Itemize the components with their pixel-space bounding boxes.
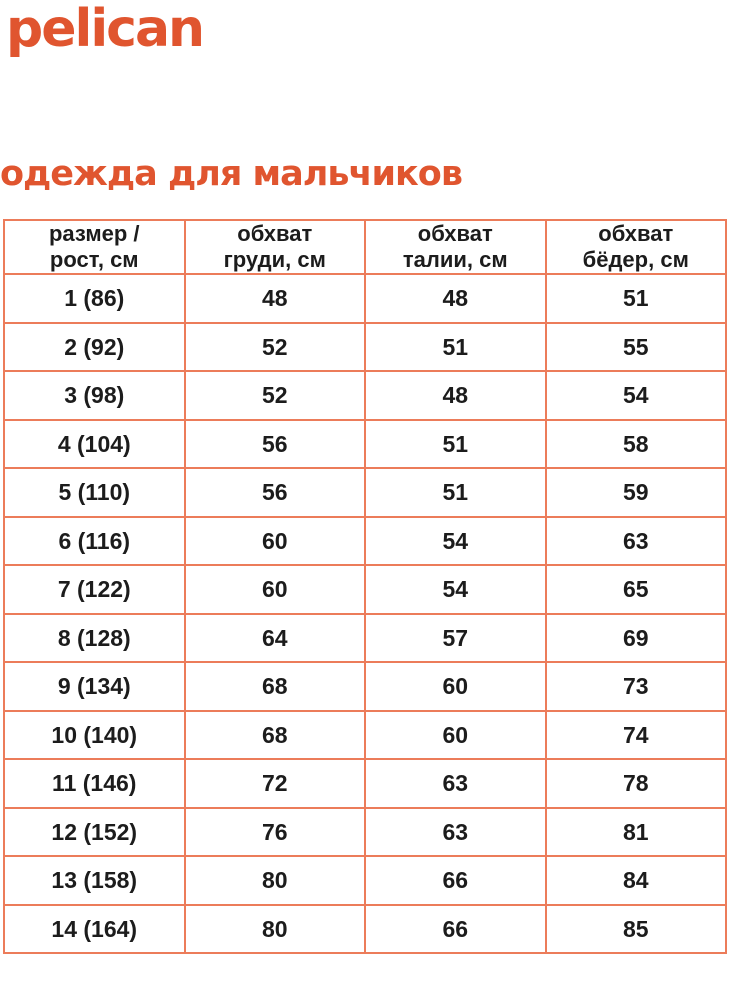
table-head: размер / рост, см обхват груди, см обхват тал… — [3, 218, 727, 276]
cell-chest: 80 — [183, 855, 366, 906]
column-header-size-height: размер / рост, см — [3, 218, 186, 276]
cell-chest: 80 — [183, 903, 366, 955]
table-row: 13 (158) 80 66 84 — [3, 855, 727, 906]
column-header-chest: обхват груди, см — [183, 218, 366, 276]
table-row: 14 (164) 80 66 85 — [3, 903, 727, 955]
cell-chest: 56 — [183, 418, 366, 470]
cell-hips: 85 — [544, 903, 727, 955]
cell-chest: 60 — [183, 515, 366, 567]
cell-waist: 60 — [364, 709, 547, 761]
cell-size: 1 (86) — [3, 273, 186, 324]
cell-waist: 51 — [364, 467, 547, 518]
cell-chest: 52 — [183, 370, 366, 421]
cell-size: 9 (134) — [3, 661, 186, 712]
header-line2: бёдер, см — [582, 246, 689, 272]
cell-chest: 68 — [183, 709, 366, 761]
cell-size: 11 (146) — [3, 758, 186, 809]
cell-hips: 54 — [544, 370, 727, 421]
page-title: одежда для мальчиков — [0, 153, 463, 194]
cell-size: 10 (140) — [3, 709, 186, 761]
cell-size: 7 (122) — [3, 564, 186, 615]
cell-hips: 58 — [544, 418, 727, 470]
cell-hips: 69 — [544, 612, 727, 664]
header-row: размер / рост, см обхват груди, см обхват тал… — [3, 218, 727, 276]
cell-hips: 73 — [544, 661, 727, 712]
table-row: 10 (140) 68 60 74 — [3, 709, 727, 761]
cell-waist: 48 — [364, 273, 547, 324]
cell-waist: 51 — [364, 321, 547, 373]
cell-chest: 52 — [183, 321, 366, 373]
cell-hips: 65 — [544, 564, 727, 615]
column-header-hips: обхват бёдер, см — [544, 218, 727, 276]
cell-hips: 51 — [544, 273, 727, 324]
header-line1: размер / — [48, 220, 140, 246]
cell-chest: 48 — [183, 273, 366, 324]
header-line1: обхват — [237, 220, 313, 246]
cell-waist: 54 — [364, 564, 547, 615]
table-body: 1 (86) 48 48 51 2 (92) 52 51 55 3 (98) 52 48 54 4 (1… — [3, 273, 727, 955]
cell-waist: 63 — [364, 806, 547, 858]
cell-chest: 76 — [183, 806, 366, 858]
cell-size: 8 (128) — [3, 612, 186, 664]
cell-hips: 78 — [544, 758, 727, 809]
cell-chest: 68 — [183, 661, 366, 712]
header-line2: груди, см — [223, 246, 326, 272]
cell-waist: 51 — [364, 418, 547, 470]
header-line2: рост, см — [49, 246, 139, 272]
cell-size: 12 (152) — [3, 806, 186, 858]
cell-waist: 63 — [364, 758, 547, 809]
table-row: 11 (146) 72 63 78 — [3, 758, 727, 809]
size-chart-table: размер / рост, см обхват груди, см обхват тал… — [3, 218, 727, 955]
table-row: 1 (86) 48 48 51 — [3, 273, 727, 324]
header-line1: обхват — [598, 220, 674, 246]
cell-hips: 81 — [544, 806, 727, 858]
table-row: 5 (110) 56 51 59 — [3, 467, 727, 518]
table-row: 8 (128) 64 57 69 — [3, 612, 727, 664]
header-line2: талии, см — [402, 246, 508, 272]
cell-size: 14 (164) — [3, 903, 186, 955]
table-row: 4 (104) 56 51 58 — [3, 418, 727, 470]
header-line1: обхват — [417, 220, 493, 246]
cell-size: 2 (92) — [3, 321, 186, 373]
cell-size: 5 (110) — [3, 467, 186, 518]
cell-hips: 84 — [544, 855, 727, 906]
table-row: 3 (98) 52 48 54 — [3, 370, 727, 421]
cell-hips: 59 — [544, 467, 727, 518]
table-row: 7 (122) 60 54 65 — [3, 564, 727, 615]
cell-waist: 48 — [364, 370, 547, 421]
cell-size: 4 (104) — [3, 418, 186, 470]
table-row: 12 (152) 76 63 81 — [3, 806, 727, 858]
table-row: 9 (134) 68 60 73 — [3, 661, 727, 712]
cell-size: 13 (158) — [3, 855, 186, 906]
cell-hips: 55 — [544, 321, 727, 373]
column-header-waist: обхват талии, см — [364, 218, 547, 276]
cell-size: 6 (116) — [3, 515, 186, 567]
cell-hips: 63 — [544, 515, 727, 567]
cell-size: 3 (98) — [3, 370, 186, 421]
cell-chest: 64 — [183, 612, 366, 664]
cell-chest: 56 — [183, 467, 366, 518]
pelican-logo: pelican — [6, 0, 205, 59]
table-row: 6 (116) 60 54 63 — [3, 515, 727, 567]
cell-chest: 60 — [183, 564, 366, 615]
cell-hips: 74 — [544, 709, 727, 761]
table-row: 2 (92) 52 51 55 — [3, 321, 727, 373]
cell-waist: 57 — [364, 612, 547, 664]
cell-waist: 66 — [364, 855, 547, 906]
cell-waist: 60 — [364, 661, 547, 712]
cell-chest: 72 — [183, 758, 366, 809]
cell-waist: 66 — [364, 903, 547, 955]
cell-waist: 54 — [364, 515, 547, 567]
